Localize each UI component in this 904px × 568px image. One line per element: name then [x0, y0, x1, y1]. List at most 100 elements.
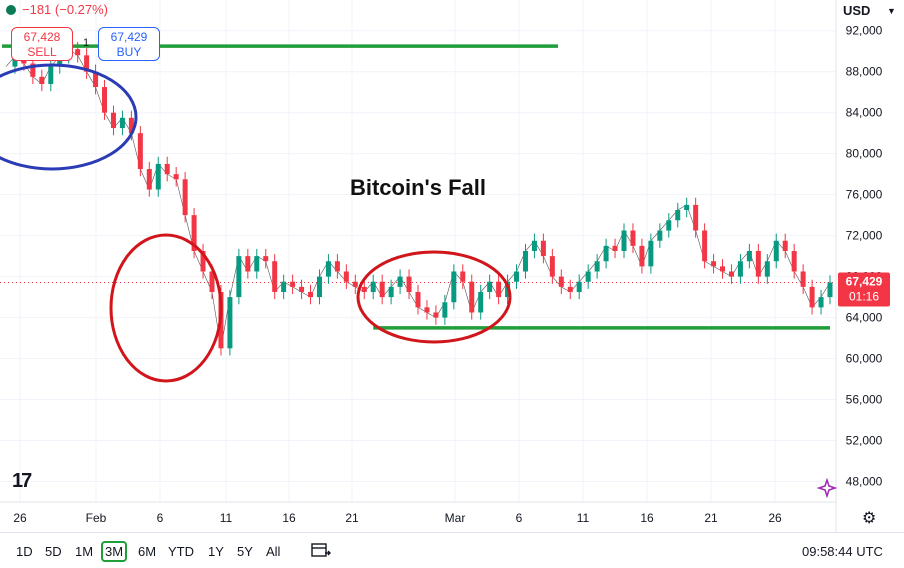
- candle-body: [791, 251, 797, 272]
- candle-body: [379, 281, 385, 298]
- x-tick-label: 11: [220, 511, 233, 525]
- market-open-icon: [6, 4, 16, 15]
- y-tick-label: 64,000: [846, 311, 883, 325]
- candle-body: [666, 220, 672, 231]
- candle-body: [254, 256, 260, 272]
- buy-button[interactable]: 67,429 BUY: [98, 27, 160, 61]
- candle-body: [693, 204, 699, 231]
- candle-body: [325, 261, 331, 277]
- gear-icon[interactable]: ⚙: [862, 510, 877, 527]
- candle-body: [746, 251, 752, 262]
- candle-body: [57, 56, 63, 67]
- range-6m[interactable]: 6M: [138, 544, 157, 559]
- candles: [12, 42, 833, 356]
- candle-body: [558, 276, 564, 287]
- candle-body: [648, 240, 654, 267]
- buy-label: BUY: [116, 45, 142, 59]
- candle-body: [137, 133, 143, 170]
- range-1m[interactable]: 1M: [75, 544, 94, 559]
- y-tick-label: 88,000: [846, 65, 883, 79]
- x-tick-label: 26: [13, 511, 27, 525]
- candle-body: [48, 66, 54, 85]
- candle-body: [370, 281, 376, 292]
- sell-price: 67,428: [23, 30, 61, 44]
- chevron-down-icon[interactable]: ▼: [887, 6, 896, 16]
- candle-body: [639, 245, 645, 267]
- candle-body: [764, 261, 770, 277]
- last-price-label: 67,429 01:16: [838, 272, 890, 307]
- candle-body: [84, 55, 90, 72]
- chart-title: Bitcoin's Fall: [350, 175, 486, 200]
- x-tick-label: 21: [704, 511, 718, 525]
- x-tick-label: 6: [157, 511, 164, 525]
- candle-body: [182, 179, 188, 216]
- buy-price: 67,429: [110, 30, 148, 44]
- candle-body: [737, 261, 743, 277]
- candle-body: [514, 271, 520, 282]
- candle-body: [827, 282, 833, 298]
- candle-body: [93, 71, 99, 88]
- y-tick-label: 48,000: [846, 475, 883, 489]
- range-1d[interactable]: 1D: [16, 544, 33, 559]
- symbol-change: −181 (−0.27%): [6, 2, 108, 17]
- candle-body: [191, 215, 197, 251]
- y-tick-label: 60,000: [846, 352, 883, 366]
- price-change-text: −181 (−0.27%): [22, 2, 109, 17]
- candle-body: [119, 117, 125, 129]
- candle-body: [75, 49, 81, 56]
- currency-selector[interactable]: USD: [843, 3, 871, 18]
- candle-body: [39, 76, 45, 85]
- bottom-toolbar: 1D 5D 1M 3M 6M YTD 1Y 5Y All 09:58:44 UT…: [0, 532, 904, 568]
- range-ytd[interactable]: YTD: [168, 544, 194, 559]
- candle-body: [200, 251, 206, 272]
- calendar-range-icon[interactable]: [311, 542, 331, 558]
- candle-body: [451, 271, 457, 303]
- circle-annotation-blue: [0, 63, 138, 171]
- candle-body: [630, 230, 636, 246]
- support-lines: [2, 44, 830, 330]
- utc-clock[interactable]: 09:58:44 UTC: [802, 544, 883, 559]
- range-3m[interactable]: 3M: [101, 541, 128, 562]
- candle-body: [173, 174, 179, 180]
- candle-body: [128, 117, 134, 134]
- candle-body: [272, 261, 278, 292]
- chart-grid: [0, 0, 836, 502]
- candle-body: [531, 240, 537, 251]
- range-1y[interactable]: 1Y: [208, 544, 224, 559]
- candle-body: [415, 291, 421, 308]
- candle-body: [164, 163, 170, 175]
- candle-body: [594, 261, 600, 272]
- range-all[interactable]: All: [266, 544, 281, 559]
- y-tick-label: 92,000: [846, 24, 883, 38]
- candle-body: [755, 251, 761, 277]
- candle-body: [388, 286, 394, 298]
- y-tick-label: 72,000: [846, 229, 883, 243]
- candle-body: [316, 276, 322, 298]
- candle-body: [299, 286, 305, 292]
- candle-body: [245, 256, 251, 272]
- y-tick-label: 56,000: [846, 393, 883, 407]
- x-tick-label: 21: [345, 511, 359, 525]
- candle-body: [711, 261, 717, 267]
- range-5d[interactable]: 5D: [45, 544, 62, 559]
- candle-body: [728, 271, 734, 277]
- range-5y[interactable]: 5Y: [237, 544, 253, 559]
- candle-body: [209, 271, 215, 292]
- spread-value: 1: [83, 37, 90, 49]
- sparkle-icon[interactable]: [815, 478, 839, 498]
- last-price-value: 67,429: [846, 274, 883, 288]
- candle-body: [397, 276, 403, 287]
- candle-body: [567, 286, 573, 292]
- tradingview-logo-icon: 17: [12, 470, 32, 492]
- candle-body: [334, 261, 340, 272]
- candle-body: [352, 281, 358, 287]
- candle-body: [675, 210, 681, 221]
- candle-body: [782, 240, 788, 251]
- candle-body: [110, 112, 116, 129]
- x-tick-label: 16: [282, 511, 296, 525]
- sell-button[interactable]: 67,428 SELL: [11, 27, 73, 61]
- candle-body: [549, 256, 555, 277]
- candle-body: [146, 169, 152, 190]
- candle-body: [30, 63, 36, 77]
